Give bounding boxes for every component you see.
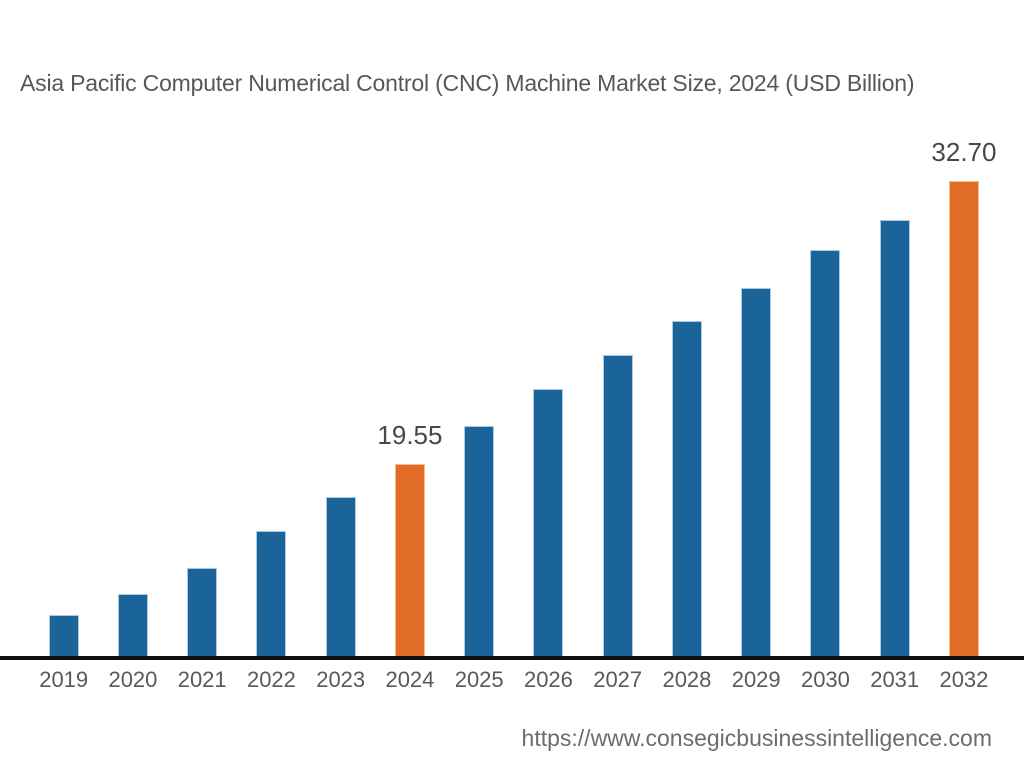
value-label-2024: 19.55	[377, 420, 443, 450]
x-tick-2031: 2031	[870, 667, 920, 692]
bar-2030	[810, 250, 841, 656]
x-tick-2024: 2024	[385, 667, 435, 692]
footer-url-text: https://www.consegicbusinessintelligence…	[521, 725, 992, 751]
x-tick-2019: 2019	[39, 667, 89, 692]
bar-2025	[464, 426, 495, 656]
x-tick-2026: 2026	[523, 667, 573, 692]
bar-2020	[117, 594, 148, 656]
bar-2029	[741, 288, 772, 656]
x-axis-line	[0, 656, 1024, 660]
bar-2024	[394, 464, 425, 656]
x-tick-2027: 2027	[593, 667, 643, 692]
x-tick-2029: 2029	[731, 667, 781, 692]
bar-2022	[256, 531, 287, 656]
bar-2027	[602, 355, 633, 656]
chart-title: Asia Pacific Computer Numerical Control …	[20, 70, 915, 96]
bar-2032	[948, 181, 979, 656]
x-tick-2030: 2030	[800, 667, 850, 692]
x-tick-2023: 2023	[316, 667, 366, 692]
bar-2021	[187, 568, 218, 656]
x-tick-2022: 2022	[246, 667, 296, 692]
x-tick-2032: 2032	[939, 667, 989, 692]
bar-2028	[671, 321, 702, 656]
x-tick-2025: 2025	[454, 667, 504, 692]
x-tick-2028: 2028	[662, 667, 712, 692]
x-tick-2020: 2020	[108, 667, 158, 692]
x-tick-2021: 2021	[177, 667, 227, 692]
value-label-2032: 32.70	[931, 137, 997, 167]
bar-2019	[48, 615, 79, 656]
bar-2023	[325, 497, 356, 656]
bar-2026	[533, 389, 564, 656]
bar-2031	[879, 220, 910, 656]
